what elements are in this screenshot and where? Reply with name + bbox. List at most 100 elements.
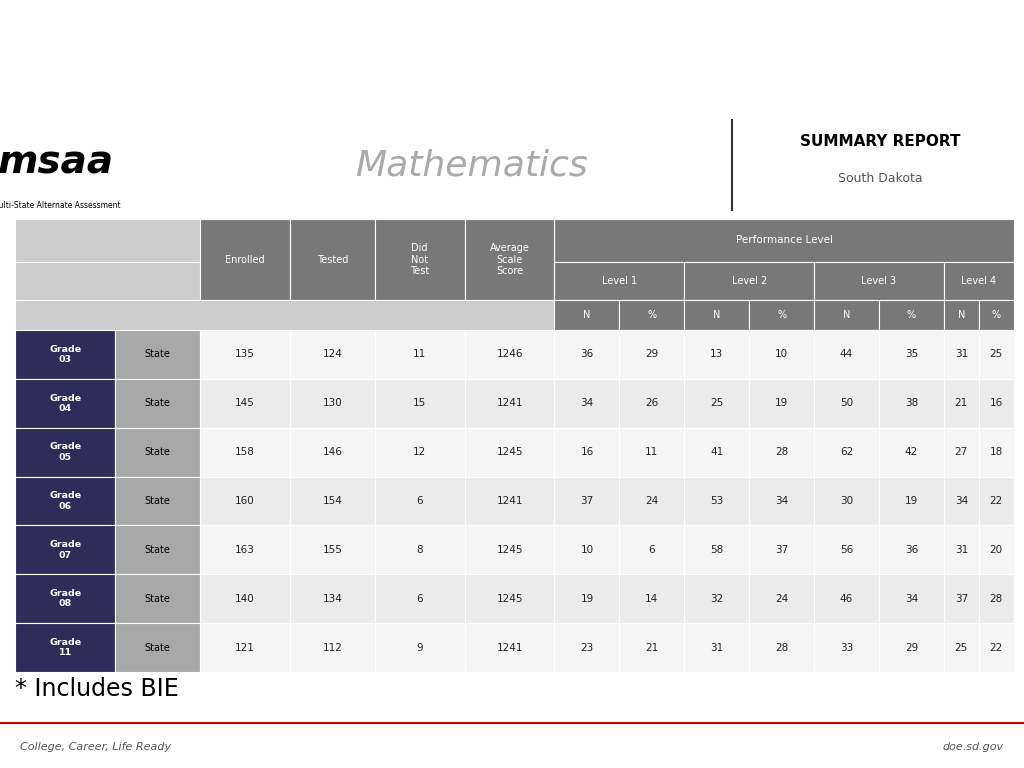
Bar bbox=[979, 379, 1014, 428]
Text: 21: 21 bbox=[645, 643, 658, 653]
Text: %: % bbox=[907, 310, 916, 320]
Text: 41: 41 bbox=[710, 447, 723, 457]
Text: 160: 160 bbox=[236, 496, 255, 506]
Text: 42: 42 bbox=[905, 447, 919, 457]
Bar bbox=[290, 379, 375, 428]
Bar bbox=[200, 476, 290, 525]
Text: 34: 34 bbox=[581, 398, 594, 409]
Text: 146: 146 bbox=[323, 447, 342, 457]
Bar bbox=[814, 574, 879, 623]
Bar bbox=[375, 379, 465, 428]
Text: south dakota: south dakota bbox=[26, 18, 84, 26]
Text: 1245: 1245 bbox=[497, 594, 523, 604]
Bar bbox=[290, 330, 375, 379]
Bar bbox=[944, 300, 979, 330]
Bar bbox=[944, 574, 979, 623]
Text: 1241: 1241 bbox=[497, 496, 523, 506]
Bar bbox=[750, 300, 814, 330]
Text: 20: 20 bbox=[990, 545, 1002, 554]
Bar bbox=[879, 623, 944, 672]
Bar bbox=[620, 525, 684, 574]
Bar bbox=[814, 623, 879, 672]
Text: Level 3: Level 3 bbox=[861, 276, 897, 286]
Text: 25: 25 bbox=[710, 398, 723, 409]
Text: 163: 163 bbox=[236, 545, 255, 554]
Bar bbox=[750, 379, 814, 428]
Bar bbox=[944, 476, 979, 525]
Text: 11: 11 bbox=[413, 349, 426, 359]
Bar bbox=[684, 428, 750, 476]
Text: 44: 44 bbox=[840, 349, 853, 359]
Text: Grade
03: Grade 03 bbox=[49, 345, 81, 364]
Text: Grade
04: Grade 04 bbox=[49, 393, 81, 413]
Text: %: % bbox=[991, 310, 1000, 320]
Bar bbox=[290, 574, 375, 623]
Bar bbox=[944, 623, 979, 672]
Text: 37: 37 bbox=[775, 545, 788, 554]
Text: 25: 25 bbox=[954, 643, 968, 653]
Bar bbox=[465, 623, 555, 672]
Bar bbox=[750, 476, 814, 525]
Text: 37: 37 bbox=[581, 496, 594, 506]
Text: 112: 112 bbox=[323, 643, 342, 653]
Bar bbox=[620, 623, 684, 672]
Bar bbox=[555, 219, 1014, 262]
Text: %: % bbox=[777, 310, 786, 320]
Bar bbox=[375, 330, 465, 379]
Bar bbox=[750, 525, 814, 574]
Bar bbox=[15, 476, 115, 525]
Bar bbox=[879, 574, 944, 623]
Bar bbox=[375, 574, 465, 623]
Bar bbox=[684, 623, 750, 672]
Bar bbox=[979, 476, 1014, 525]
Bar bbox=[555, 300, 620, 330]
Text: Did
Not
Test: Did Not Test bbox=[410, 243, 429, 276]
Bar bbox=[200, 574, 290, 623]
Text: 11: 11 bbox=[645, 447, 658, 457]
Bar bbox=[879, 379, 944, 428]
Bar bbox=[684, 330, 750, 379]
Bar bbox=[290, 525, 375, 574]
Text: N: N bbox=[957, 310, 965, 320]
Bar bbox=[465, 428, 555, 476]
Bar bbox=[15, 623, 115, 672]
Bar bbox=[200, 330, 290, 379]
Text: Grade
08: Grade 08 bbox=[49, 589, 81, 608]
Text: 1241: 1241 bbox=[497, 643, 523, 653]
Text: 124: 124 bbox=[323, 349, 342, 359]
Bar bbox=[944, 428, 979, 476]
Bar bbox=[115, 330, 200, 379]
Text: 25: 25 bbox=[989, 349, 1002, 359]
Text: 10: 10 bbox=[775, 349, 788, 359]
Text: 37: 37 bbox=[954, 594, 968, 604]
Bar bbox=[944, 379, 979, 428]
Text: State: State bbox=[144, 447, 171, 457]
Text: State: State bbox=[144, 349, 171, 359]
Text: 22: 22 bbox=[989, 496, 1002, 506]
Bar bbox=[944, 330, 979, 379]
Bar bbox=[814, 330, 879, 379]
Bar bbox=[555, 525, 620, 574]
Bar bbox=[620, 379, 684, 428]
Bar bbox=[375, 219, 465, 300]
Text: 26: 26 bbox=[645, 398, 658, 409]
Bar bbox=[814, 476, 879, 525]
Text: 28: 28 bbox=[775, 643, 788, 653]
Text: 46: 46 bbox=[840, 594, 853, 604]
Bar bbox=[465, 219, 555, 300]
Bar bbox=[15, 262, 200, 300]
Text: 16: 16 bbox=[581, 447, 594, 457]
Bar bbox=[750, 428, 814, 476]
Bar bbox=[555, 428, 620, 476]
Bar bbox=[465, 525, 555, 574]
Bar bbox=[750, 574, 814, 623]
Text: 24: 24 bbox=[645, 496, 658, 506]
Text: 15: 15 bbox=[413, 398, 426, 409]
Bar bbox=[375, 428, 465, 476]
Text: South Dakota: South Dakota bbox=[839, 171, 923, 184]
Bar bbox=[879, 525, 944, 574]
Text: 23: 23 bbox=[581, 643, 594, 653]
Bar bbox=[115, 476, 200, 525]
Text: State: State bbox=[144, 643, 171, 653]
Text: 145: 145 bbox=[236, 398, 255, 409]
